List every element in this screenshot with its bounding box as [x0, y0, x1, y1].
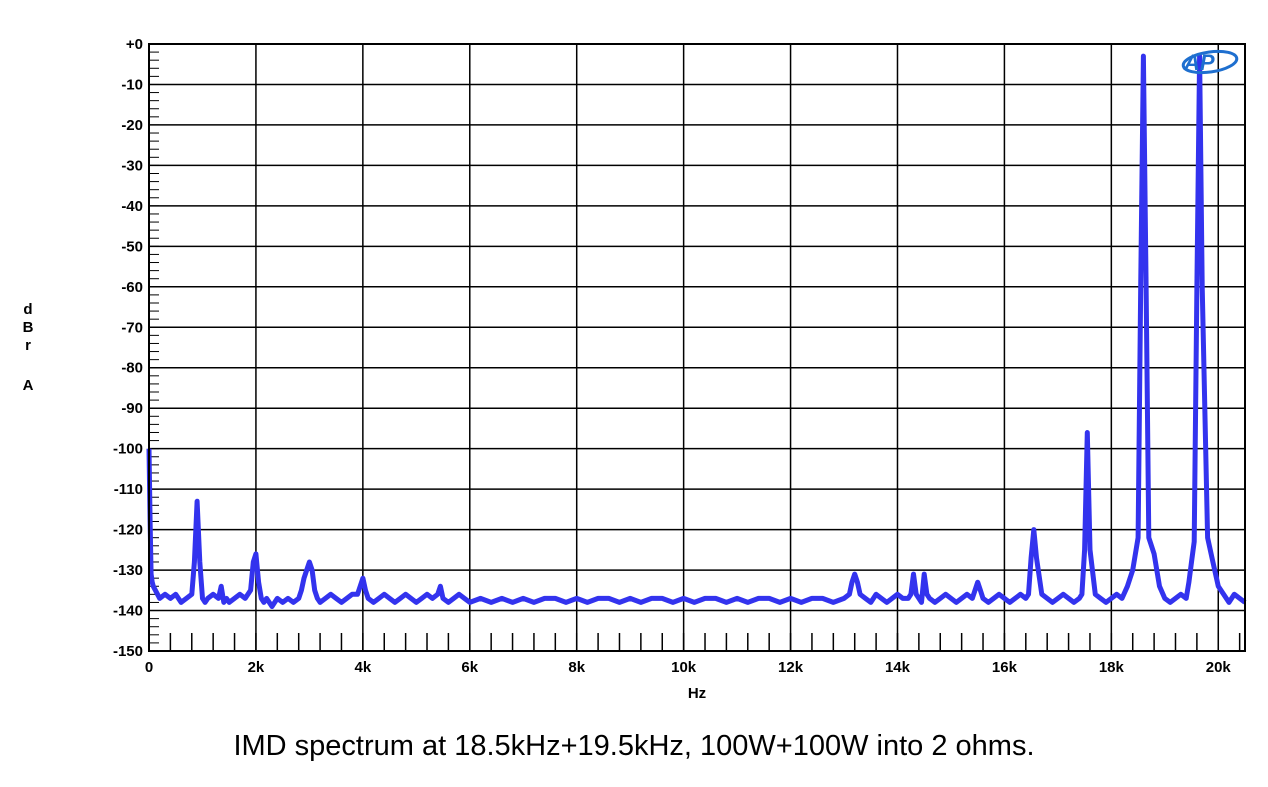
- x-tick-label: 10k: [671, 659, 697, 676]
- y-tick-label: -150: [113, 643, 143, 660]
- y-tick-label: -50: [121, 238, 143, 255]
- plot-frame: [148, 43, 1246, 652]
- y-tick-label: -110: [114, 481, 143, 498]
- y-axis-title-char: A: [23, 377, 34, 394]
- y-tick-label: -10: [121, 76, 143, 93]
- y-tick-label: -60: [121, 279, 143, 296]
- spectrum-trace: [146, 53, 1247, 609]
- ap-logo: AP: [1181, 49, 1239, 75]
- x-tick-label: 14k: [885, 659, 911, 676]
- figure-caption: IMD spectrum at 18.5kHz+19.5kHz, 100W+10…: [233, 730, 1035, 762]
- y-tick-labels: +0 -10 -20 -30 -40 -50 -60 -70 -80 -90 -100 -110 -12…: [113, 36, 143, 660]
- x-tick-label: 2k: [248, 659, 265, 676]
- series-layer: [146, 53, 1247, 609]
- x-tick-label: 4k: [355, 659, 372, 676]
- x-tick-label: 20k: [1206, 659, 1232, 676]
- y-tick-label: -140: [113, 603, 143, 620]
- y-tick-label: -100: [113, 441, 143, 458]
- minor-ticks: [149, 43, 1241, 652]
- x-tick-labels: 0 2k 4k 6k 8k 10k 12k 14k 16k 18k 20k: [145, 659, 1232, 676]
- x-tick-label: 16k: [992, 659, 1018, 676]
- x-tick-label: 12k: [778, 659, 804, 676]
- y-tick-label: -80: [121, 360, 143, 377]
- y-tick-label: -70: [121, 319, 143, 336]
- y-axis-title-char: r: [25, 337, 31, 354]
- y-tick-label: +0: [126, 36, 143, 53]
- x-tick-label: 6k: [461, 659, 478, 676]
- y-tick-label: -30: [121, 157, 143, 174]
- y-tick-label: -90: [121, 400, 143, 417]
- y-tick-label: -120: [113, 522, 143, 539]
- x-axis-title: Hz: [688, 685, 706, 702]
- x-tick-label: 8k: [568, 659, 585, 676]
- y-axis-title-char: B: [23, 319, 34, 336]
- y-axis-title-char: d: [23, 301, 32, 318]
- ap-logo-text: AP: [1183, 50, 1215, 75]
- x-tick-label: 18k: [1099, 659, 1125, 676]
- spectrum-chart: 0 2k 4k 6k 8k 10k 12k 14k 16k 18k 20k +0 -10 -20 -30 -…: [23, 36, 1247, 702]
- y-axis-title: dBr A: [23, 301, 34, 394]
- y-tick-label: -40: [121, 198, 143, 215]
- grid-lines: [148, 43, 1245, 652]
- y-tick-label: -20: [121, 117, 143, 134]
- y-tick-label: -130: [113, 562, 143, 579]
- x-tick-label: 0: [145, 659, 153, 676]
